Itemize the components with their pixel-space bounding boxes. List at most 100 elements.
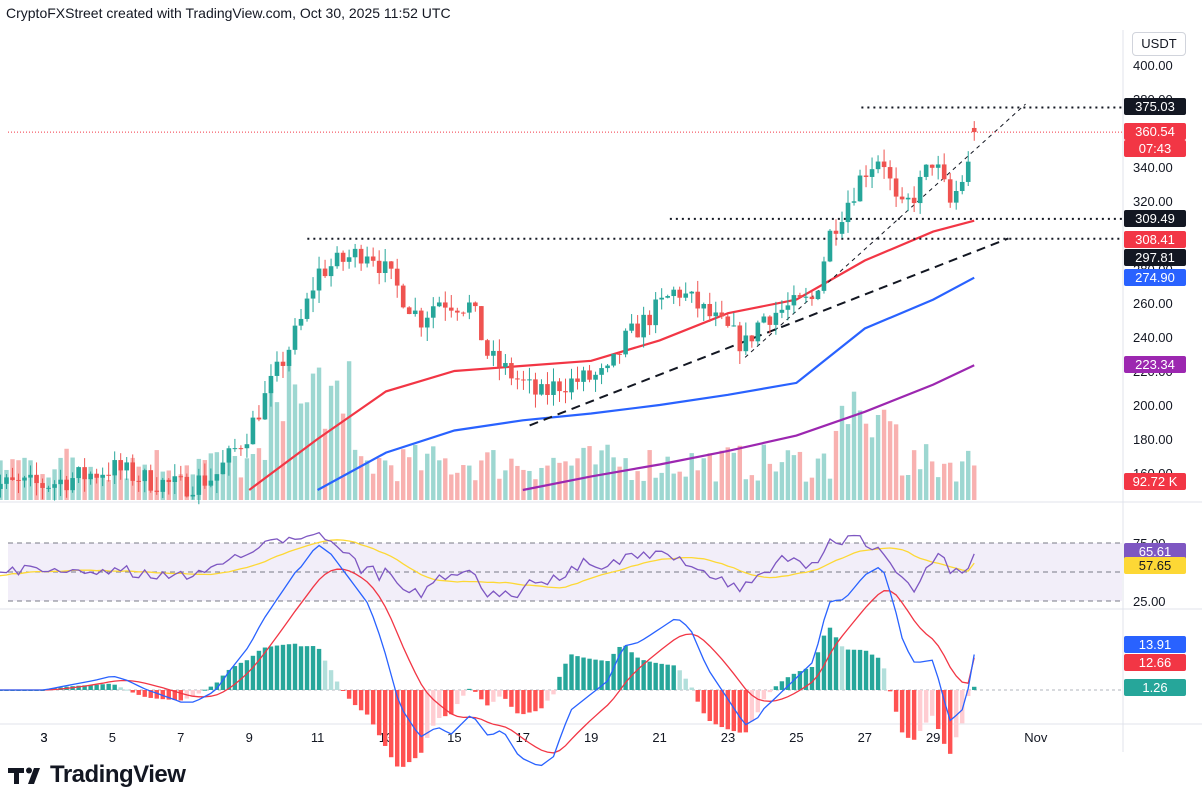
candle-body bbox=[436, 302, 442, 307]
macd-hist-bar bbox=[911, 690, 917, 740]
candle-body bbox=[773, 312, 779, 325]
macd-hist-bar bbox=[923, 690, 929, 723]
macd-hist-bar bbox=[346, 690, 352, 699]
candle-body bbox=[376, 260, 382, 273]
candle-body bbox=[737, 325, 743, 352]
macd-hist-bar bbox=[491, 690, 496, 702]
candle-body bbox=[430, 306, 436, 318]
volume-bar bbox=[887, 421, 893, 500]
volume-bar bbox=[340, 413, 346, 500]
candle-body bbox=[88, 473, 93, 480]
macd-hist-bar bbox=[16, 690, 21, 691]
volume-bar bbox=[557, 462, 562, 500]
candle-body bbox=[623, 330, 628, 355]
volume-bar bbox=[262, 459, 268, 500]
macd-hist-bar bbox=[605, 661, 610, 690]
candle-body bbox=[4, 477, 9, 484]
macd-hist-bar bbox=[34, 690, 39, 691]
candle-body bbox=[845, 202, 851, 223]
macd-hist-bar bbox=[4, 690, 9, 691]
volume-bar bbox=[623, 458, 628, 500]
macd-hist-bar bbox=[112, 684, 117, 690]
macd-hist-bar bbox=[449, 690, 454, 715]
volume-bar bbox=[467, 465, 472, 500]
volume-bar bbox=[401, 449, 406, 500]
candle-body bbox=[671, 289, 676, 297]
candle-body bbox=[346, 257, 352, 262]
macd-hist-bar bbox=[587, 658, 592, 690]
time-tick-label: 5 bbox=[109, 730, 116, 745]
macd-hist-bar bbox=[869, 654, 875, 690]
volume-bar bbox=[972, 465, 977, 500]
rsi-line bbox=[0, 531, 975, 599]
macd-hist-bar bbox=[485, 690, 490, 706]
macd-badge: 13.91 bbox=[1124, 636, 1186, 653]
candle-body bbox=[695, 291, 701, 309]
change-value: −2.33 (−0.64%) bbox=[452, 35, 546, 50]
macd-hist-bar bbox=[809, 666, 815, 690]
macd-hist-bar bbox=[274, 645, 280, 690]
candle-body bbox=[298, 318, 304, 326]
candle-body bbox=[106, 474, 111, 476]
candle-body bbox=[16, 479, 21, 481]
candle-body bbox=[923, 164, 929, 177]
volume-bar bbox=[304, 402, 310, 500]
macd-hist-bar bbox=[653, 662, 658, 690]
volume-bar bbox=[833, 430, 839, 500]
volume-bar bbox=[286, 360, 292, 500]
volume-bar bbox=[653, 477, 658, 500]
macd-line bbox=[0, 544, 975, 767]
candle-body bbox=[424, 317, 430, 328]
macd-hist-bar bbox=[184, 690, 190, 699]
volume-bar bbox=[791, 455, 797, 500]
macd-signal-line bbox=[0, 568, 975, 754]
volume-bar bbox=[184, 465, 190, 500]
macd-hist-bar bbox=[527, 690, 532, 713]
currency-button[interactable]: USDT bbox=[1132, 32, 1186, 56]
volume-bar bbox=[701, 458, 706, 500]
volume-bar bbox=[803, 481, 809, 500]
candle-body bbox=[647, 314, 652, 326]
macd-hist-bar bbox=[401, 690, 406, 767]
macd-hist-bar bbox=[960, 690, 965, 724]
macd-hist-bar bbox=[851, 649, 857, 690]
volume-bar bbox=[923, 444, 929, 500]
macd-hist-bar bbox=[292, 643, 298, 690]
candle-body bbox=[10, 477, 15, 480]
volume-bar bbox=[358, 456, 364, 500]
macd-label[interactable]: MACD (12, 26, close) bbox=[14, 623, 144, 638]
macd-hist-bar bbox=[972, 686, 977, 690]
volume-bar bbox=[280, 421, 286, 500]
volume-bar bbox=[437, 460, 442, 500]
ema-label[interactable]: EMA (50, close, 100, close, 200, close) bbox=[14, 71, 248, 86]
candle-body bbox=[172, 476, 178, 482]
macd-hist-bar bbox=[226, 669, 232, 690]
volume-bar bbox=[839, 405, 845, 500]
ema-line-0 bbox=[248, 219, 975, 491]
volume-bar bbox=[256, 448, 262, 500]
symbol-title[interactable]: Zcash / TetherUS · 4h · Binance bbox=[14, 35, 206, 50]
volume-bar bbox=[298, 403, 304, 500]
volume-bar bbox=[869, 437, 875, 500]
volume-label[interactable]: Vol · ZEC bbox=[14, 53, 72, 68]
open-value: 362.96 bbox=[225, 35, 267, 50]
macd-hist-bar bbox=[887, 690, 893, 692]
volume-bar bbox=[106, 479, 111, 500]
volume-legend: Vol · ZEC 92.72 K bbox=[14, 53, 132, 68]
volume-bar bbox=[382, 460, 388, 500]
volume-bar bbox=[46, 477, 51, 500]
macd-hist-bar bbox=[382, 690, 388, 746]
candle-body bbox=[641, 314, 646, 338]
macd-hist-bar bbox=[779, 681, 785, 690]
macd-hist-bar bbox=[461, 690, 466, 696]
steep-trendline bbox=[744, 103, 1026, 358]
macd-hist-bar bbox=[407, 690, 412, 763]
candle-body bbox=[863, 175, 869, 177]
rsi-label[interactable]: RSI (14, close) bbox=[14, 512, 104, 527]
candle-body bbox=[280, 361, 286, 366]
macd-hist-bar bbox=[196, 690, 202, 694]
macd-hist-bar bbox=[70, 686, 75, 690]
candle-body bbox=[473, 302, 478, 307]
time-tick-label: 27 bbox=[858, 730, 872, 745]
